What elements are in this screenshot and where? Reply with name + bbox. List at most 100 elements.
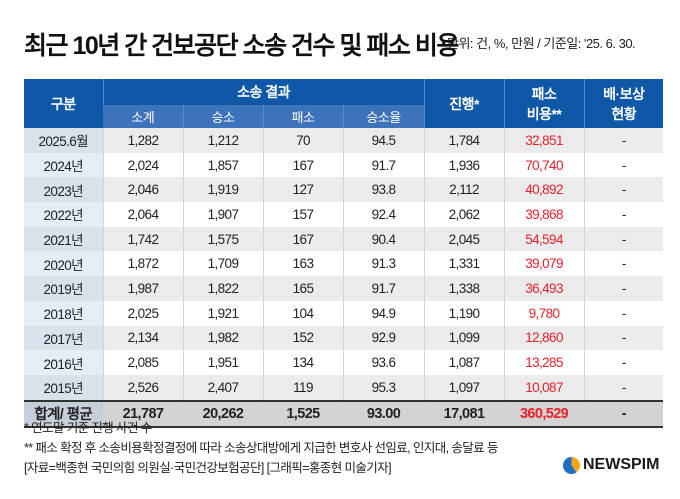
cell-category: 2016년 — [24, 350, 103, 375]
cell-ongoing: 2,062 — [423, 202, 505, 227]
cell-subtotal: 21,787 — [102, 399, 183, 429]
cell-subtotal: 1,987 — [102, 276, 183, 301]
cell-win-rate: 91.3 — [342, 251, 425, 277]
newspim-logo: NEWSPIM — [563, 456, 659, 474]
cell-subtotal: 2,046 — [102, 177, 183, 203]
cell-compensation: - — [583, 128, 664, 153]
cell-win: 1,709 — [182, 251, 263, 277]
cell-loss: 163 — [262, 251, 343, 277]
cell-ongoing: 1,097 — [423, 374, 505, 401]
table-row: 2019년 1,987 1,822 165 91.7 1,338 36,493- — [24, 276, 664, 301]
cell-compensation: - — [583, 152, 664, 178]
cell-loss: 119 — [262, 374, 343, 401]
cell-loss: 167 — [262, 152, 343, 178]
cell-compensation: - — [583, 226, 664, 252]
cell-cost: 10,087 — [503, 374, 585, 401]
cell-win: 1,919 — [182, 177, 263, 203]
cell-loss: 70 — [262, 128, 343, 153]
cell-compensation: - — [583, 325, 664, 351]
cell-category: 2017년 — [24, 325, 103, 351]
cell-subtotal: 1,282 — [102, 128, 183, 153]
table-row: 2021년 1,742 1,575 167 90.4 2,045 54,594- — [24, 226, 664, 252]
cell-win: 1,212 — [182, 128, 263, 153]
cell-loss: 127 — [262, 177, 343, 203]
cell-win: 1,921 — [182, 300, 263, 326]
cell-compensation: - — [583, 251, 664, 277]
cell-cost: 70,740 — [503, 152, 585, 178]
table-row: 2022년 2,064 1,907 157 92.4 2,062 39,868- — [24, 202, 664, 227]
cell-subtotal: 2,025 — [102, 300, 183, 326]
cell-compensation: - — [583, 350, 664, 375]
cell-win: 1,822 — [182, 276, 263, 301]
table-row: 2015년 2,526 2,407 119 95.3 1,097 10,087- — [24, 374, 664, 401]
source-credit: [자료=백종현 국민의힘 의원실·국민건강보험공단] [그래픽=홍종현 미술기자… — [24, 461, 392, 475]
cell-cost: 40,892 — [503, 177, 585, 203]
header-result-group: 소송 결과 — [102, 79, 425, 105]
cell-ongoing: 1,190 — [423, 300, 505, 326]
cell-ongoing: 2,045 — [423, 226, 505, 252]
cell-cost: 360,529 — [503, 399, 585, 429]
cell-win-rate: 90.4 — [342, 226, 425, 252]
header-category: 구분 — [24, 79, 103, 128]
cell-loss: 104 — [262, 300, 343, 326]
page-title: 최근 10년 간 건보공단 소송 건수 및 패소 비용 — [24, 32, 459, 60]
cell-win-rate: 91.7 — [342, 276, 425, 301]
cell-subtotal: 1,742 — [102, 226, 183, 252]
cell-win-rate: 94.5 — [342, 128, 425, 153]
cell-category: 2025.6월 — [24, 128, 103, 153]
footnotes: * 연도말 기준 진행 사건 수 ** 패소 확정 후 소송비용확정결정에 따라… — [24, 418, 498, 478]
cell-win: 2,407 — [182, 374, 263, 401]
cell-category: 2021년 — [24, 226, 103, 252]
cell-compensation: - — [583, 202, 664, 227]
cell-compensation: - — [583, 276, 664, 301]
cell-subtotal: 2,134 — [102, 325, 183, 351]
cell-cost: 39,868 — [503, 202, 585, 227]
cell-ongoing: 1,331 — [423, 251, 505, 277]
table-row: 2023년 2,046 1,919 127 93.8 2,112 40,892- — [24, 177, 664, 203]
cell-cost: 39,079 — [503, 251, 585, 277]
table-row: 2025.6월 1,282 1,212 70 94.5 1,784 32,851- — [24, 128, 664, 153]
cell-compensation: - — [583, 374, 664, 401]
cell-cost: 36,493 — [503, 276, 585, 301]
header-win-rate: 승소율 — [342, 105, 425, 128]
cell-category: 합계/ 평균 — [24, 399, 103, 429]
header-ongoing: 진행* — [423, 79, 505, 128]
cell-subtotal: 2,064 — [102, 202, 183, 227]
table-row: 2024년 2,024 1,857 167 91.7 1,936 70,740- — [24, 152, 664, 178]
cell-category: 2018년 — [24, 300, 103, 326]
table-row: 2016년 2,085 1,951 134 93.6 1,087 13,285- — [24, 350, 664, 375]
cell-ongoing: 1,338 — [423, 276, 505, 301]
header-compensation: 배·보상 현황 — [583, 79, 664, 128]
cell-loss: 134 — [262, 350, 343, 375]
cell-cost: 32,851 — [503, 128, 585, 153]
cell-win-rate: 93.8 — [342, 177, 425, 203]
cell-ongoing: 1,087 — [423, 350, 505, 375]
cell-ongoing: 1,784 — [423, 128, 505, 153]
table-row: 2017년 2,134 1,982 152 92.9 1,099 12,860- — [24, 325, 664, 351]
cell-cost: 12,860 — [503, 325, 585, 351]
footnote-cost: ** 패소 확정 후 소송비용확정결정에 따라 소송상대방에게 지급한 변호사 … — [24, 441, 498, 455]
cell-loss: 1,525 — [262, 399, 343, 429]
cell-win: 1,982 — [182, 325, 263, 351]
cell-ongoing: 17,081 — [423, 399, 505, 429]
cell-win-rate: 92.9 — [342, 325, 425, 351]
cell-category: 2023년 — [24, 177, 103, 203]
cell-win-rate: 94.9 — [342, 300, 425, 326]
cell-category: 2019년 — [24, 276, 103, 301]
cell-category: 2022년 — [24, 202, 103, 227]
logo-globe-icon — [563, 456, 580, 474]
cell-subtotal: 2,526 — [102, 374, 183, 401]
cell-win-rate: 92.4 — [342, 202, 425, 227]
cell-win-rate: 95.3 — [342, 374, 425, 401]
cell-ongoing: 1,099 — [423, 325, 505, 351]
cell-cost: 9,780 — [503, 300, 585, 326]
cell-loss: 165 — [262, 276, 343, 301]
cell-compensation: - — [583, 300, 664, 326]
cell-category: 2020년 — [24, 251, 103, 277]
table-row: 2018년 2,025 1,921 104 94.9 1,190 9,780- — [24, 300, 664, 326]
cell-subtotal: 2,024 — [102, 152, 183, 178]
cell-win: 1,951 — [182, 350, 263, 375]
cell-cost: 54,594 — [503, 226, 585, 252]
header-win: 승소 — [182, 105, 263, 128]
cell-win: 20,262 — [182, 399, 263, 429]
